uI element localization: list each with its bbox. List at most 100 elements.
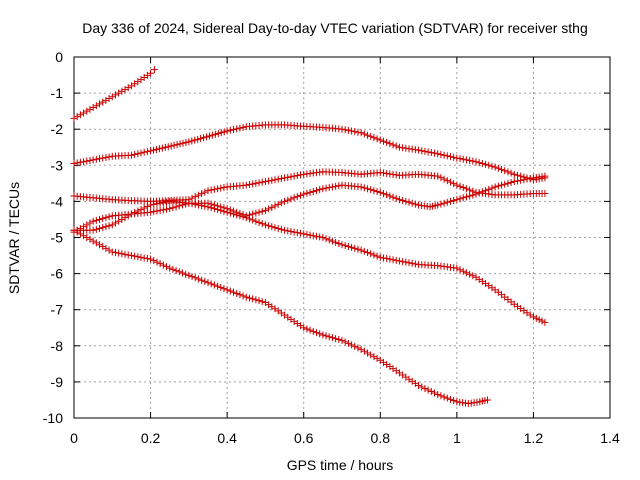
data-point xyxy=(469,191,477,199)
data-point xyxy=(239,292,247,300)
data-point xyxy=(306,231,314,239)
data-point xyxy=(211,130,219,138)
data-point xyxy=(105,95,113,103)
data-point xyxy=(303,230,311,238)
data-point xyxy=(325,236,333,244)
data-point xyxy=(354,344,362,352)
x-tick-label: 0.4 xyxy=(217,430,237,446)
data-point xyxy=(297,191,305,199)
data-point xyxy=(185,199,193,207)
data-point xyxy=(319,185,327,193)
data-point xyxy=(541,189,549,197)
data-point xyxy=(386,140,394,148)
data-point xyxy=(127,151,135,159)
series-trace-3 xyxy=(70,168,549,205)
data-point xyxy=(191,200,199,208)
data-point xyxy=(182,270,190,278)
data-point xyxy=(485,185,493,193)
data-point xyxy=(395,257,403,265)
data-point xyxy=(478,188,486,196)
data-point xyxy=(121,85,129,93)
data-point xyxy=(383,191,391,199)
data-point xyxy=(92,155,100,163)
data-point xyxy=(344,126,352,134)
data-point xyxy=(316,233,324,241)
data-point xyxy=(143,148,151,156)
data-point xyxy=(152,145,160,153)
x-axis-label: GPS time / hours xyxy=(287,457,394,473)
data-point xyxy=(233,289,241,297)
data-point xyxy=(194,275,202,283)
data-point xyxy=(373,135,381,143)
data-point xyxy=(204,187,212,195)
data-point xyxy=(312,232,320,240)
data-point xyxy=(83,234,91,241)
data-point xyxy=(131,209,139,217)
data-point xyxy=(220,184,228,192)
data-point xyxy=(164,143,172,151)
data-point xyxy=(102,214,110,222)
data-point xyxy=(316,186,324,194)
data-point xyxy=(108,93,116,101)
data-point xyxy=(242,181,250,189)
data-point xyxy=(431,389,439,397)
data-point xyxy=(357,183,365,191)
data-point xyxy=(83,107,91,115)
data-point xyxy=(322,332,330,340)
data-point xyxy=(137,149,145,157)
data-point xyxy=(348,341,356,349)
y-tick-label: -3 xyxy=(51,157,64,173)
data-point xyxy=(96,241,104,249)
y-tick-label: -8 xyxy=(51,338,64,354)
data-point xyxy=(392,194,400,202)
data-point xyxy=(274,175,282,183)
data-point xyxy=(99,98,107,106)
data-point xyxy=(418,147,426,155)
data-point xyxy=(281,174,289,182)
data-point xyxy=(204,203,212,211)
data-point xyxy=(261,206,269,214)
data-point xyxy=(399,258,407,266)
data-point xyxy=(360,347,368,355)
data-point xyxy=(348,127,356,135)
data-point xyxy=(437,200,445,208)
data-point xyxy=(415,146,423,154)
data-point xyxy=(501,167,509,175)
data-point xyxy=(504,168,512,176)
data-point xyxy=(485,161,493,169)
data-point xyxy=(96,155,104,163)
data-point xyxy=(170,141,178,149)
data-point xyxy=(293,193,301,201)
data-point xyxy=(501,180,509,188)
ticks: 0 0.2 0.4 0.6 0.8 1 1.2 1.4 0 -1 -2 -3 -4 -5 -6 -7 -8 -9 -… xyxy=(43,49,620,446)
data-point xyxy=(472,158,480,166)
data-point xyxy=(198,276,206,284)
data-point xyxy=(478,159,486,167)
data-point xyxy=(83,157,91,165)
data-point xyxy=(529,313,537,321)
data-point xyxy=(137,206,145,214)
data-point xyxy=(408,199,416,207)
data-point xyxy=(446,395,454,403)
data-point xyxy=(70,226,78,234)
data-point xyxy=(131,252,139,260)
data-point xyxy=(76,111,84,119)
data-point xyxy=(316,330,324,338)
data-point xyxy=(312,187,320,195)
data-point xyxy=(434,172,442,180)
data-point xyxy=(239,213,247,221)
data-point xyxy=(293,229,301,237)
data-point xyxy=(357,345,365,353)
data-point xyxy=(293,172,301,180)
data-point xyxy=(236,124,244,132)
data-point xyxy=(402,197,410,205)
data-point xyxy=(147,69,155,77)
data-point xyxy=(370,134,378,142)
data-point xyxy=(111,249,119,257)
data-point xyxy=(242,293,250,301)
data-point xyxy=(456,182,464,190)
data-point xyxy=(115,217,123,225)
data-point xyxy=(466,192,474,200)
y-tick-label: -7 xyxy=(51,302,64,318)
